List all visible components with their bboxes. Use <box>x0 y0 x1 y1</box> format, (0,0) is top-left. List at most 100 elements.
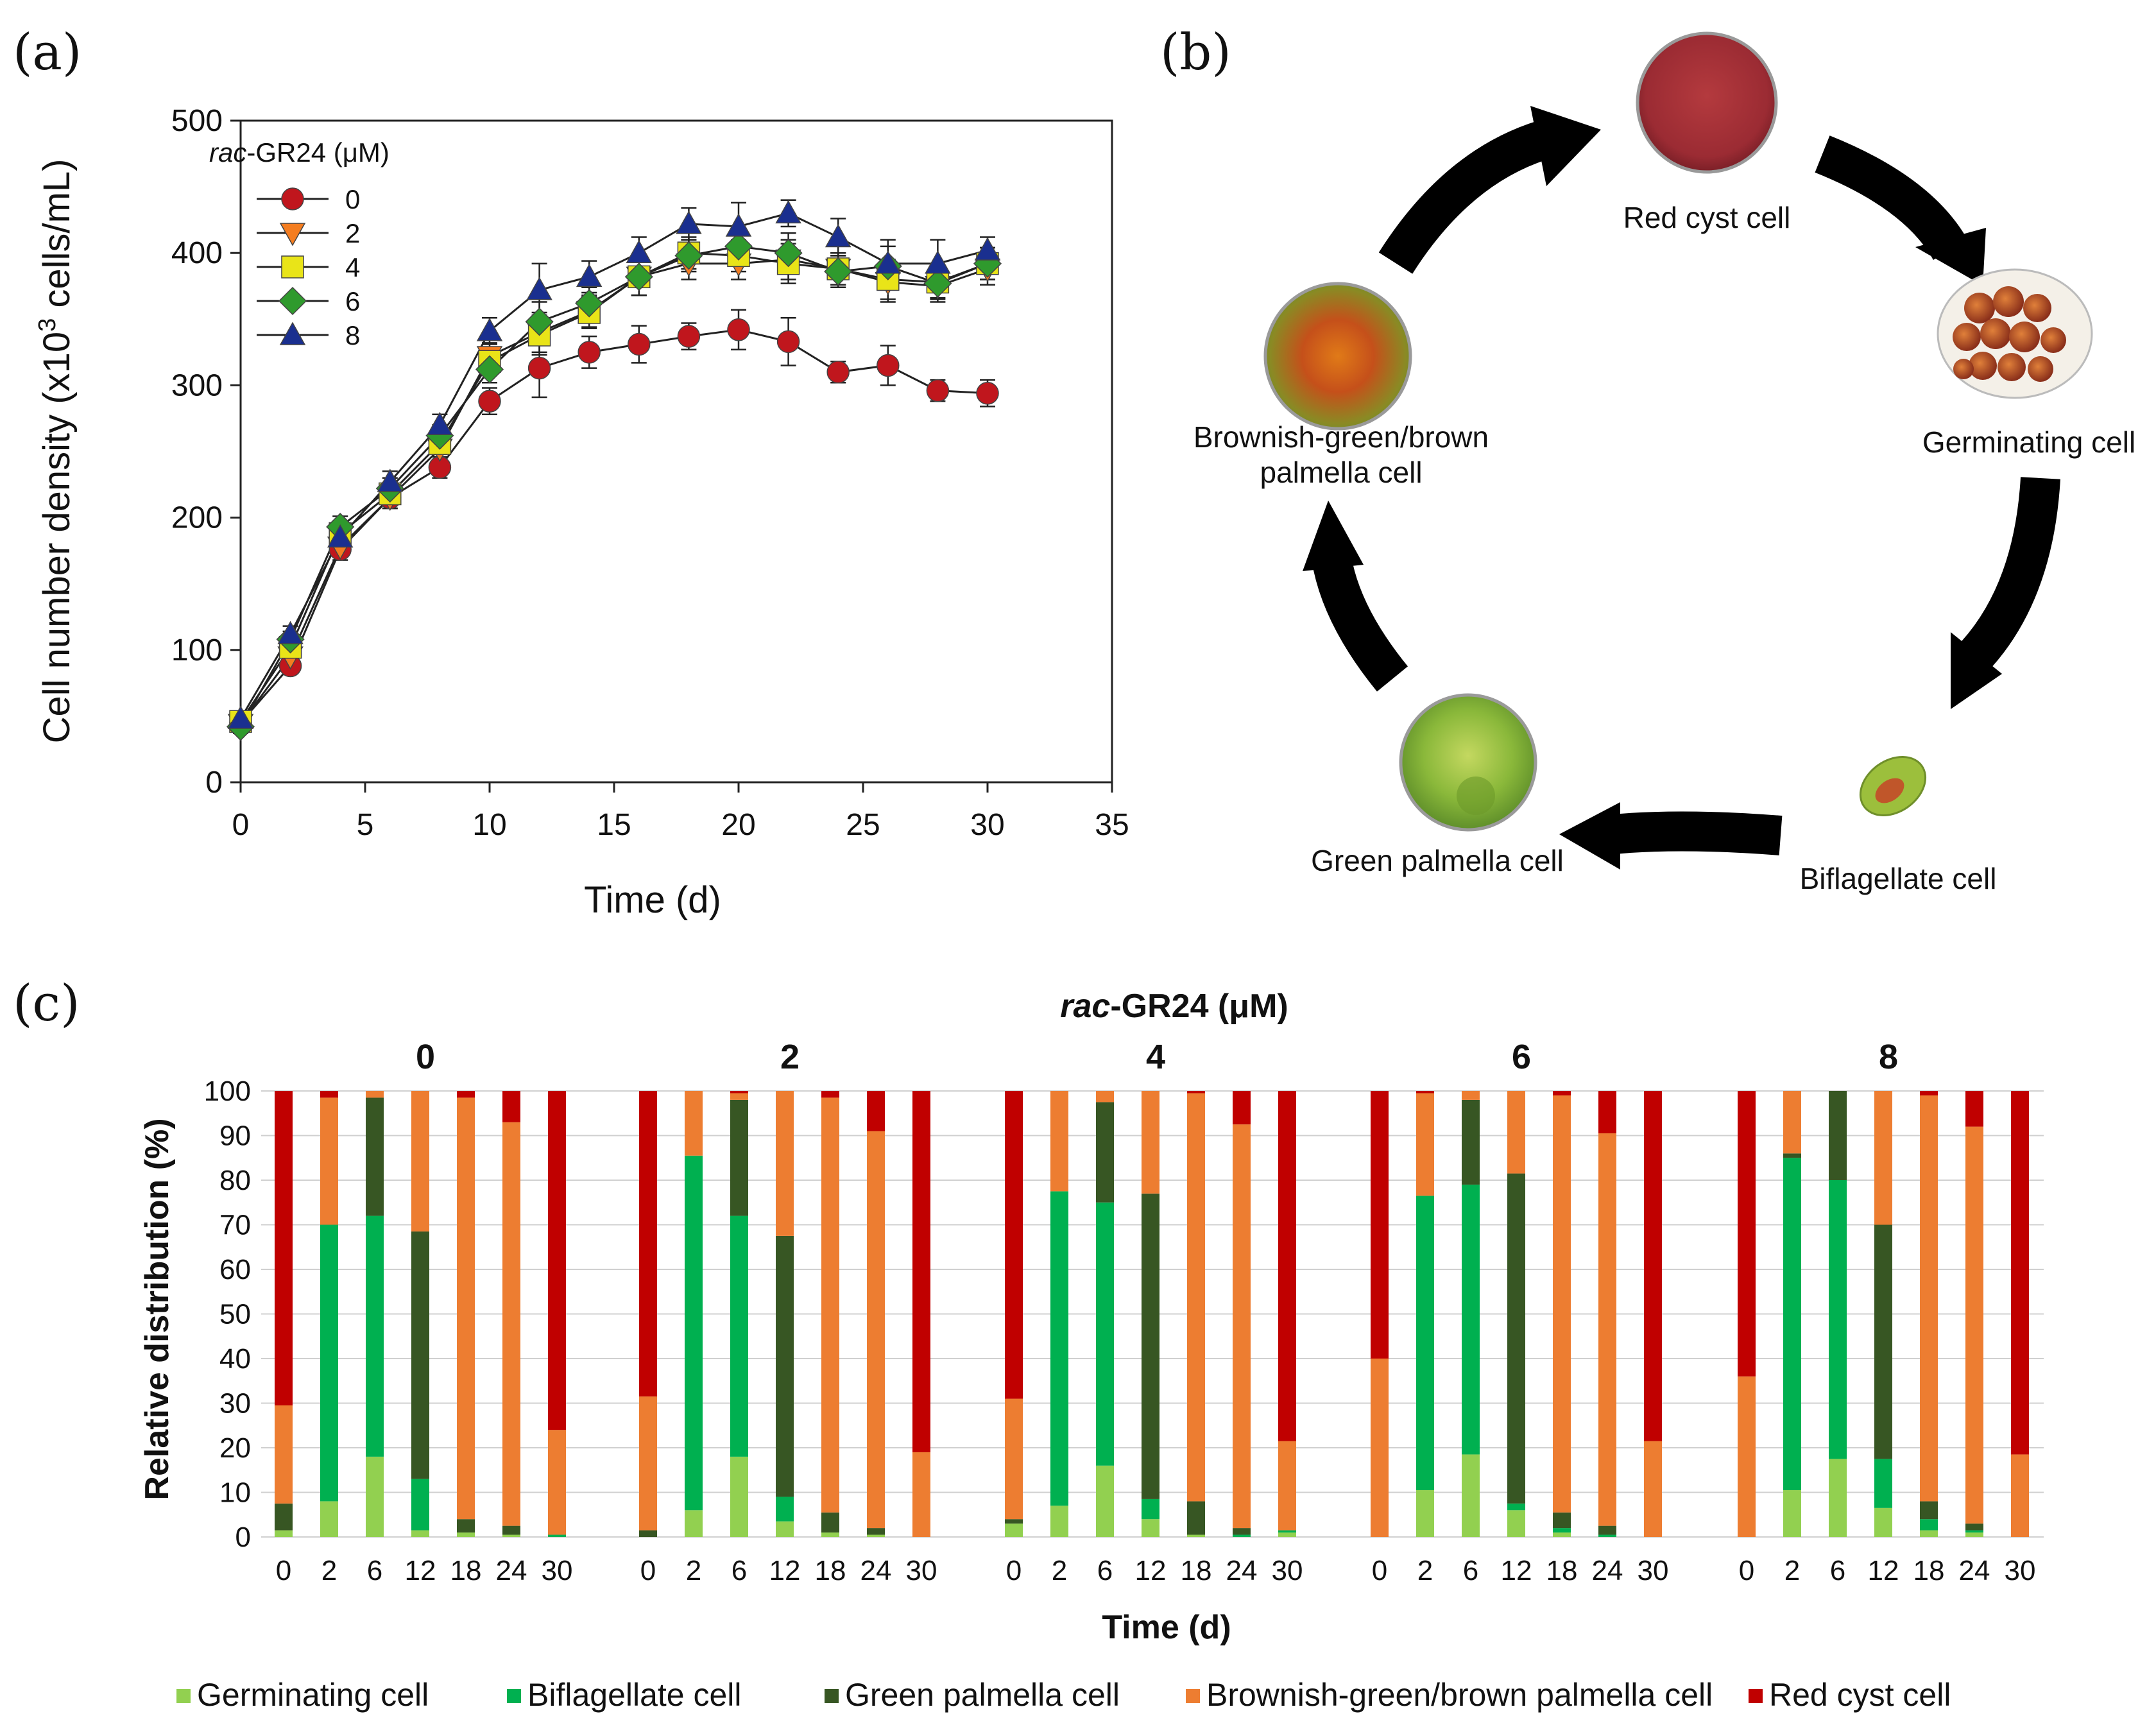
panel-c-legend: Germinating cell Biflagellate cell Green p… <box>176 1677 1951 1713</box>
x-tick-label: 25 <box>846 808 880 842</box>
bar-segment <box>867 1534 885 1537</box>
panel-a-y-axis-title: Cell number density (x103 cells/mL) <box>34 159 78 744</box>
bar-segment <box>502 1122 520 1526</box>
bar-segment <box>1829 1180 1847 1459</box>
bar-segment <box>1783 1158 1801 1491</box>
bar-segment <box>1738 1376 1756 1537</box>
bar-segment <box>730 1099 748 1216</box>
bar-group-2 <box>639 1091 930 1537</box>
data-point <box>427 411 453 436</box>
legend-marker <box>281 255 304 279</box>
y-tick-label: 0 <box>235 1522 251 1553</box>
bar-segment <box>1187 1501 1205 1535</box>
data-point <box>227 705 254 729</box>
data-point <box>676 210 702 234</box>
bar-segment <box>1965 1091 1983 1127</box>
bar-segment <box>411 1231 429 1479</box>
data-point <box>776 330 800 354</box>
bar-segment <box>1416 1091 1434 1094</box>
bar-segment <box>1278 1530 1296 1533</box>
x-tick-label: 18 <box>1181 1555 1212 1586</box>
x-tick-label: 18 <box>1546 1555 1578 1586</box>
bar-segment <box>1416 1093 1434 1196</box>
bar-segment <box>821 1091 839 1098</box>
bar-segment <box>1233 1528 1251 1535</box>
bar-segment <box>1371 1091 1389 1359</box>
panel-a-legend-title: rac-GR24 (μM) <box>209 137 389 167</box>
legend-label: Brownish-green/brown palmella cell <box>1206 1677 1713 1713</box>
bar-segment <box>1233 1091 1251 1125</box>
x-tick-label: 0 <box>1372 1555 1387 1586</box>
y-tick-label: 60 <box>219 1254 251 1285</box>
bar-segment <box>1187 1093 1205 1502</box>
bar-segment <box>1553 1091 1571 1095</box>
bar-segment <box>776 1235 794 1497</box>
bar-segment <box>2011 1091 2029 1455</box>
bar-segment <box>366 1456 384 1537</box>
data-point <box>327 524 354 548</box>
bar-segment <box>1874 1224 1892 1459</box>
y-tick-label: 50 <box>219 1299 251 1330</box>
data-point <box>578 341 601 364</box>
panel-c-group-labels: 0 2 4 6 8 <box>416 1038 1898 1076</box>
bar-segment <box>1829 1459 1847 1537</box>
bar-segment <box>1278 1441 1296 1531</box>
legend-swatch <box>176 1689 191 1703</box>
x-tick-label: 6 <box>367 1555 382 1586</box>
series-markers-6 <box>226 232 1002 741</box>
data-point <box>674 241 703 270</box>
cycle-arrow-germinating-to-biflagellate <box>1951 477 2060 709</box>
bar-segment <box>1005 1398 1023 1520</box>
panel-a-x-axis-title: Time (d) <box>584 879 721 921</box>
bar-segment <box>685 1155 703 1511</box>
data-point <box>525 307 554 336</box>
bar-segment <box>1783 1091 1801 1154</box>
bar-segment <box>2011 1454 2029 1537</box>
legend-label: Biflagellate cell <box>527 1677 742 1713</box>
x-tick-label: 6 <box>1830 1555 1845 1586</box>
panel-c-y-axis: 0 10 20 30 40 50 60 70 80 90 100 <box>204 1076 251 1553</box>
bar-segment <box>275 1405 293 1504</box>
y-tick-label: 30 <box>219 1388 251 1420</box>
bar-segment <box>1644 1091 1662 1441</box>
legend-marker <box>279 322 306 345</box>
bar-segment <box>1096 1465 1114 1537</box>
y-tick-label: 500 <box>171 104 223 138</box>
bar-segment <box>912 1091 930 1452</box>
bar-segment <box>639 1396 657 1531</box>
series-line <box>239 212 988 719</box>
x-tick-label: 20 <box>721 808 755 842</box>
green-palmella-cell-image <box>1399 693 1537 832</box>
panel-a-series <box>226 199 1002 741</box>
legend-swatch <box>825 1689 839 1703</box>
x-tick-label: 30 <box>1272 1555 1303 1586</box>
bar-segment <box>1829 1091 1847 1180</box>
bar-segment <box>1965 1530 1983 1533</box>
bar-segment <box>1507 1091 1525 1174</box>
bar-segment <box>320 1501 338 1537</box>
x-tick-label: 2 <box>1784 1555 1800 1586</box>
bar-segment <box>776 1091 794 1236</box>
x-tick-label: 30 <box>2005 1555 2036 1586</box>
bar-segment <box>366 1097 384 1216</box>
bar-segment <box>1920 1530 1938 1537</box>
bar-segment <box>685 1091 703 1156</box>
data-point <box>925 250 951 274</box>
y-tick-label: 0 <box>205 766 223 800</box>
group-label: 8 <box>1879 1038 1898 1076</box>
bar-segment <box>457 1519 475 1533</box>
panel-a-x-axis: 0 5 10 15 20 25 30 35 <box>232 782 1129 842</box>
x-tick-label: 15 <box>597 808 631 842</box>
bar-segment <box>1920 1095 1938 1502</box>
legend-swatch <box>1186 1689 1200 1703</box>
bar-segment <box>776 1521 794 1537</box>
bar-segment <box>1874 1459 1892 1508</box>
bar-segment <box>411 1530 429 1537</box>
bar-segment <box>1233 1534 1251 1537</box>
bar-segment <box>548 1430 566 1535</box>
bar-segment <box>1507 1503 1525 1511</box>
bar-segment <box>1142 1193 1159 1499</box>
bar-segment <box>1371 1359 1389 1537</box>
brownish-palmella-cell-image <box>1263 282 1412 431</box>
